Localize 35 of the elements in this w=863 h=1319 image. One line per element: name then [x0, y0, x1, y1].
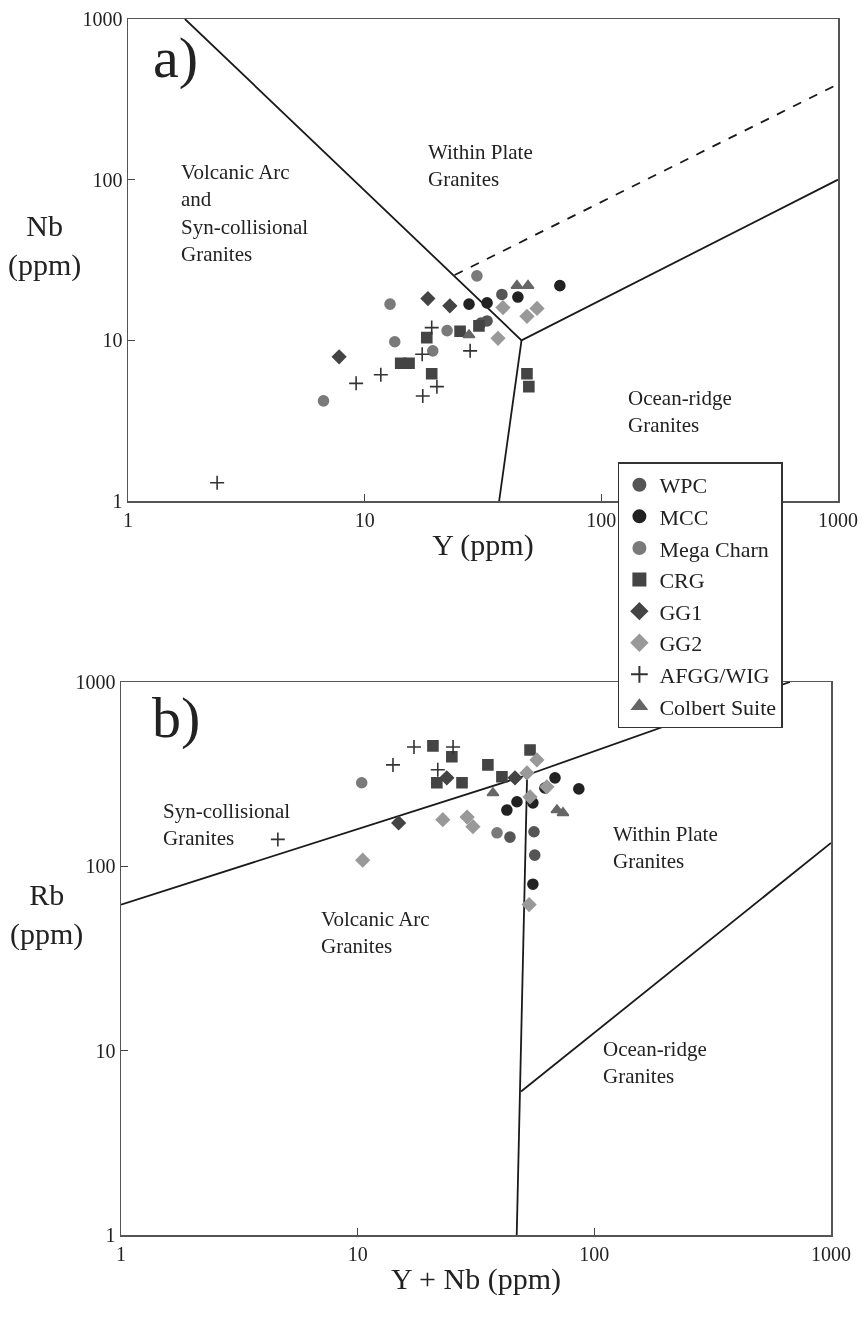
x-axis-title: Y (ppm): [432, 527, 534, 562]
legend-label: WPC: [659, 473, 708, 499]
x-tick-label: 10: [347, 1242, 368, 1265]
y-axis-title: Rb (ppm): [10, 878, 84, 951]
x-tick-label: 1000: [811, 1242, 851, 1265]
x-tick-label: 100: [586, 508, 617, 531]
y-tick-label: 1: [105, 1224, 116, 1246]
legend-label: Mega Charn: [659, 536, 769, 562]
legend-label: GG1: [659, 599, 703, 625]
annotation: Ocean-ridge Granites: [603, 1037, 707, 1089]
annotation: Volcanic Arc Granites: [321, 907, 430, 959]
y-tick-label: 100: [92, 168, 123, 191]
y-tick-label: 1000: [82, 8, 123, 30]
y-tick-label: 10: [102, 329, 123, 352]
x-axis-title: Y + Nb (ppm): [391, 1261, 561, 1296]
legend-label: AFGG/WIG: [659, 662, 770, 688]
x-tick-label: 100: [579, 1242, 610, 1265]
annotation: Ocean-ridge Granites: [628, 386, 732, 438]
annotation: b): [152, 685, 201, 750]
legend-label: MCC: [659, 504, 709, 530]
annotation: Syn-collisional Granites: [163, 799, 291, 851]
y-tick-label: 1000: [75, 671, 116, 693]
y-tick-label: 1: [112, 490, 123, 512]
y-axis-title: Nb (ppm): [8, 209, 82, 282]
legend-label: Colbert Suite: [659, 694, 777, 720]
annotation: a): [153, 25, 199, 90]
y-tick-label: 100: [85, 855, 116, 878]
legend-label: GG2: [659, 631, 703, 657]
x-tick-label: 10: [354, 508, 375, 531]
legend-label: CRG: [659, 568, 705, 594]
y-tick-label: 10: [95, 1039, 116, 1062]
annotation: Volcanic Arc and Syn-collisional Granites: [181, 160, 309, 266]
annotation: Within Plate Granites: [613, 822, 718, 874]
x-tick-label: 1000: [818, 508, 858, 531]
annotation: Within Plate Granites: [428, 140, 533, 192]
